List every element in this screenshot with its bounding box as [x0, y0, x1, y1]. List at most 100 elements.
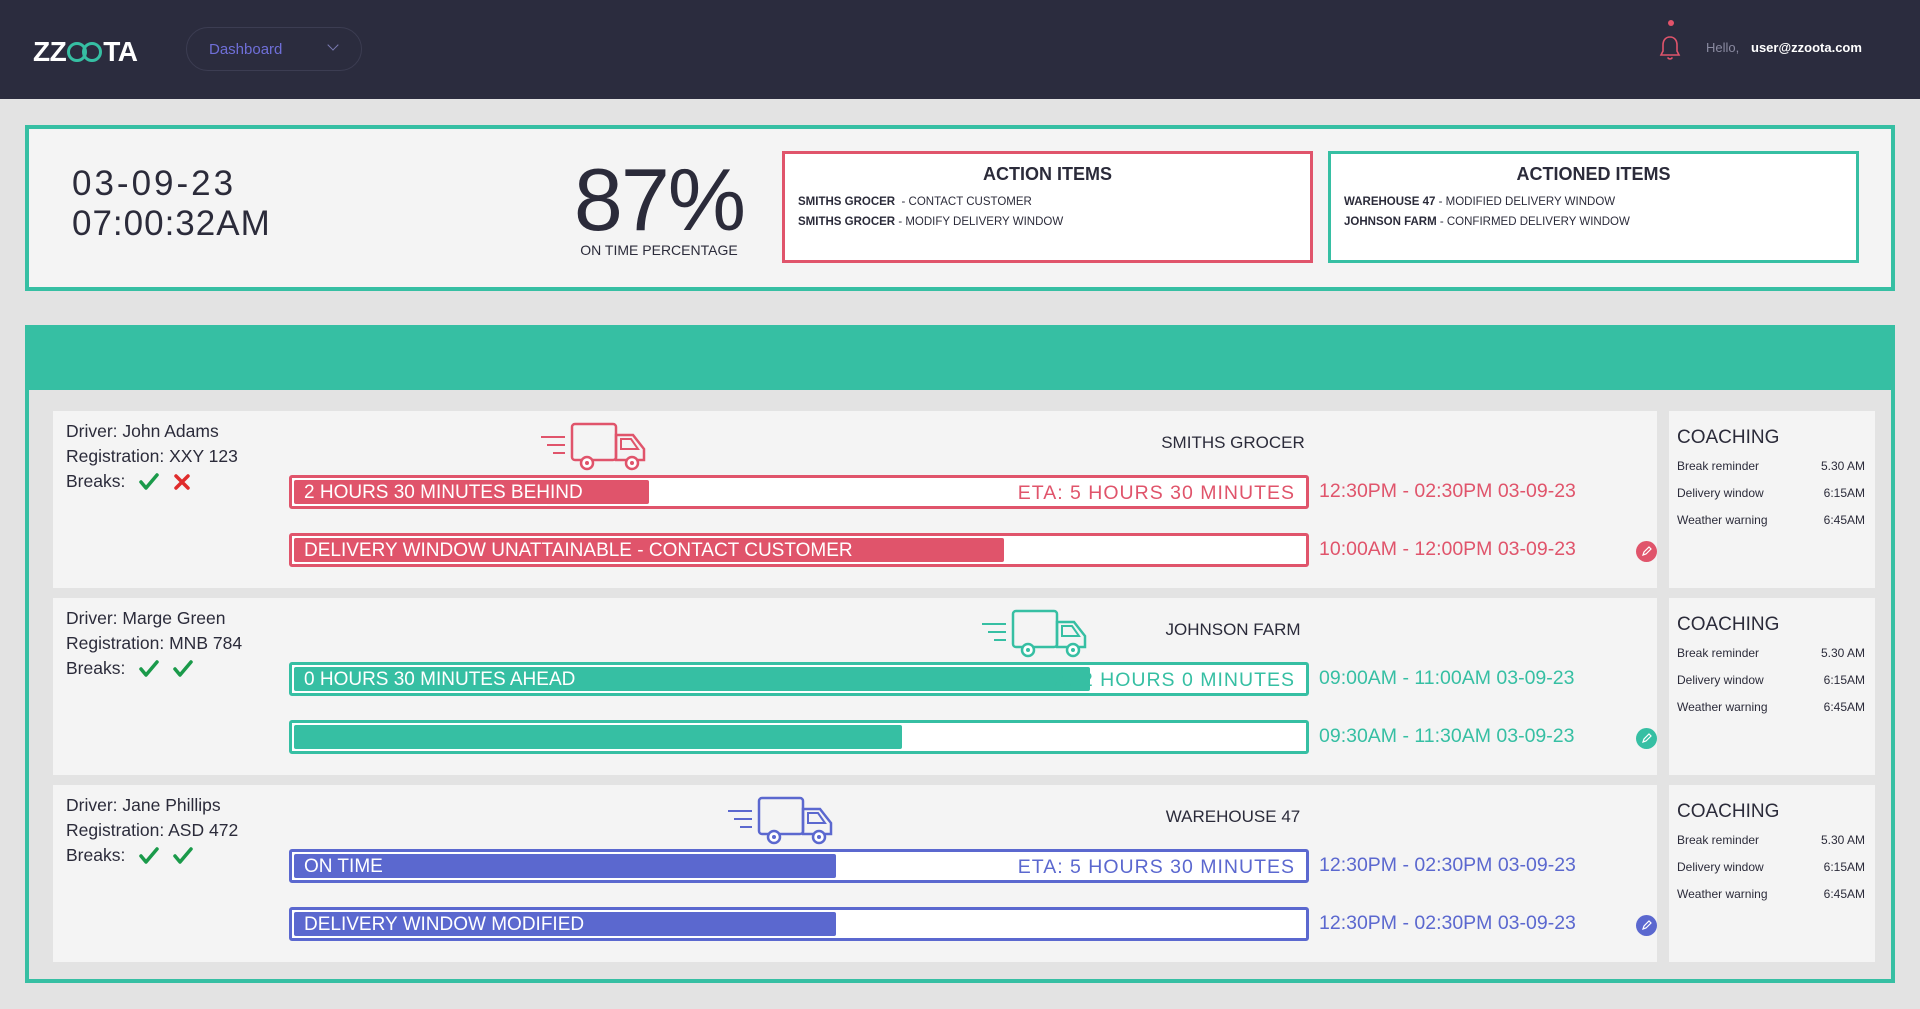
- window-progress-fill: [294, 725, 903, 749]
- status-progress-fill: [294, 667, 1090, 691]
- truck-icon: [539, 421, 649, 478]
- action-item-action: - CONTACT CUSTOMER: [895, 196, 1032, 208]
- coaching-item-label: Break reminder: [1677, 833, 1760, 847]
- coaching-item[interactable]: Delivery window 6:15AM: [1677, 673, 1865, 700]
- coaching-item-time: 5.30 AM: [1820, 646, 1865, 660]
- coaching-item-time: 6:15AM: [1823, 486, 1865, 500]
- logo-text-right: TA: [103, 36, 138, 67]
- top-bar: ZZ TA Dashboard Hello, user@zzoota.com: [0, 0, 1920, 99]
- check-icon: [165, 846, 194, 865]
- registration: Registration: XXY 123: [66, 446, 238, 466]
- action-item-action: - MODIFY DELIVERY WINDOW: [895, 216, 1064, 228]
- coaching-item-label: Delivery window: [1677, 860, 1764, 874]
- actioned-items-title: ACTIONED ITEMS: [1516, 164, 1671, 184]
- status-label: 2 HOURS 30 MINUTES BEHIND: [304, 482, 583, 503]
- breaks-label: Breaks:: [66, 658, 126, 678]
- coaching-panel: COACHING Break reminder 5.30 AM Delivery…: [1669, 598, 1875, 775]
- check-icon: [131, 659, 160, 678]
- user-email[interactable]: user@zzoota.com: [1751, 40, 1862, 55]
- scheduled-window: 09:00AM - 11:00AM 03-09-23: [1319, 667, 1575, 689]
- scheduled-window: 12:30PM - 02:30PM 03-09-23: [1319, 480, 1576, 502]
- check-icon: [165, 659, 194, 678]
- registration: Registration: ASD 472: [66, 820, 239, 840]
- status-progress-fill: [294, 480, 649, 504]
- driver-info: Driver: John Adams Registration: XXY 123…: [66, 419, 238, 494]
- coaching-title: COACHING: [1677, 614, 1780, 635]
- coaching-item-label: Weather warning: [1677, 700, 1768, 714]
- coaching-item-time: 6:45AM: [1823, 700, 1865, 714]
- coaching-item[interactable]: Break reminder 5.30 AM: [1677, 833, 1865, 860]
- logo-text-left: ZZ: [33, 36, 67, 67]
- coaching-item-label: Weather warning: [1677, 887, 1768, 901]
- coaching-item[interactable]: Weather warning 6:45AM: [1677, 887, 1865, 914]
- actioned-item-action: - MODIFIED DELIVERY WINDOW: [1435, 196, 1616, 208]
- coaching-item-time: 6:45AM: [1823, 887, 1865, 901]
- bell-icon[interactable]: [1658, 34, 1682, 62]
- edit-window-button[interactable]: [1636, 915, 1657, 936]
- coaching-item-label: Break reminder: [1677, 459, 1760, 473]
- truck-icon: [726, 795, 836, 852]
- actioned-item[interactable]: JOHNSON FARM - CONFIRMED DELIVERY WINDOW: [1344, 212, 1843, 232]
- driver-name: Driver: Marge Green: [66, 608, 226, 628]
- status-progress-bar: ETA: 5 HOURS 30 MINUTES ON TIME: [289, 849, 1309, 883]
- coaching-item-label: Delivery window: [1677, 673, 1764, 687]
- notification-dot: [1668, 20, 1674, 26]
- delivery-window: 10:00AM - 12:00PM 03-09-23: [1319, 538, 1576, 560]
- coaching-item-label: Weather warning: [1677, 513, 1768, 527]
- check-icon: [131, 846, 160, 865]
- coaching-item[interactable]: Break reminder 5.30 AM: [1677, 459, 1865, 486]
- status-label: ON TIME: [304, 856, 383, 877]
- driver-info: Driver: Jane Phillips Registration: ASD …: [66, 793, 238, 868]
- driver-info: Driver: Marge Green Registration: MNB 78…: [66, 606, 242, 681]
- deliveries-panel: Driver: John Adams Registration: XXY 123…: [25, 325, 1895, 983]
- driver-name: Driver: John Adams: [66, 421, 219, 441]
- summary-panel: 03-09-23 07:00:32AM 87% ON TIME PERCENTA…: [25, 125, 1895, 291]
- edit-window-button[interactable]: [1636, 541, 1657, 562]
- status-label: 0 HOURS 30 MINUTES AHEAD: [304, 669, 576, 690]
- coaching-item[interactable]: Break reminder 5.30 AM: [1677, 646, 1865, 673]
- action-item[interactable]: SMITHS GROCER - MODIFY DELIVERY WINDOW: [798, 212, 1297, 232]
- status-progress-fill: [294, 854, 837, 878]
- driver-name: Driver: Jane Phillips: [66, 795, 221, 815]
- coaching-item-time: 6:45AM: [1823, 513, 1865, 527]
- coaching-item-time: 5.30 AM: [1820, 833, 1865, 847]
- edit-window-button[interactable]: [1636, 728, 1657, 749]
- breaks-status: Breaks:: [66, 656, 242, 681]
- coaching-item-time: 5.30 AM: [1820, 459, 1865, 473]
- window-progress-bar: DELIVERY WINDOW MODIFIED: [289, 907, 1309, 941]
- destination-name: WAREHOUSE 47: [1165, 807, 1301, 826]
- current-date: 03-09-23: [72, 164, 237, 203]
- window-status-label: DELIVERY WINDOW UNATTAINABLE - CONTACT C…: [304, 540, 853, 561]
- window-progress-bar: [289, 720, 1309, 754]
- action-item-name: SMITHS GROCER: [798, 196, 896, 208]
- current-time: 07:00:32AM: [72, 204, 271, 243]
- scheduled-window: 12:30PM - 02:30PM 03-09-23: [1319, 854, 1576, 876]
- check-icon: [131, 472, 160, 491]
- truck-icon: [980, 608, 1090, 665]
- action-item-name: SMITHS GROCER: [798, 216, 896, 228]
- deliveries-panel-header: [29, 329, 1891, 390]
- on-time-label: ON TIME PERCENTAGE: [580, 242, 738, 258]
- dashboard-select[interactable]: Dashboard: [186, 27, 362, 71]
- coaching-item-label: Delivery window: [1677, 486, 1764, 500]
- coaching-panel: COACHING Break reminder 5.30 AM Delivery…: [1669, 785, 1875, 962]
- status-progress-bar: ETA: 5 HOURS 30 MINUTES 2 HOURS 30 MINUT…: [289, 475, 1309, 509]
- coaching-item[interactable]: Weather warning 6:45AM: [1677, 700, 1865, 727]
- coaching-item[interactable]: Delivery window 6:15AM: [1677, 860, 1865, 887]
- window-progress-fill: [294, 538, 1004, 562]
- delivery-window: 12:30PM - 02:30PM 03-09-23: [1319, 912, 1576, 934]
- zzoota-logo[interactable]: ZZ TA: [33, 36, 138, 68]
- logo-rings-icon: [67, 42, 103, 62]
- on-time-percentage: 87%: [573, 150, 746, 249]
- breaks-label: Breaks:: [66, 471, 126, 491]
- actioned-items-box: ACTIONED ITEMS WAREHOUSE 47 - MODIFIED D…: [1328, 151, 1859, 263]
- greeting-text: Hello,: [1706, 40, 1740, 55]
- actioned-item[interactable]: WAREHOUSE 47 - MODIFIED DELIVERY WINDOW: [1344, 192, 1843, 212]
- coaching-item[interactable]: Delivery window 6:15AM: [1677, 486, 1865, 513]
- coaching-item[interactable]: Weather warning 6:45AM: [1677, 513, 1865, 540]
- window-progress-bar: DELIVERY WINDOW UNATTAINABLE - CONTACT C…: [289, 533, 1309, 567]
- delivery-window: 09:30AM - 11:30AM 03-09-23: [1319, 725, 1575, 747]
- delivery-row: Driver: Jane Phillips Registration: ASD …: [53, 785, 1657, 962]
- breaks-label: Breaks:: [66, 845, 126, 865]
- action-item[interactable]: SMITHS GROCER - CONTACT CUSTOMER: [798, 192, 1297, 212]
